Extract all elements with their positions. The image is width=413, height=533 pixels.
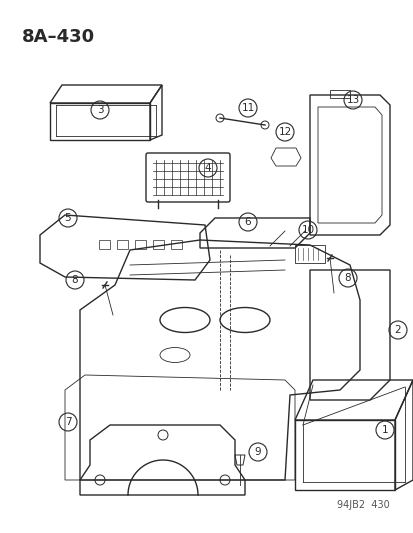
Bar [153,240,164,249]
Text: 8A–430: 8A–430 [22,28,95,46]
Text: 7: 7 [64,417,71,427]
Text: 11: 11 [241,103,254,113]
Text: 9: 9 [254,447,261,457]
Bar [329,90,349,98]
Text: 6: 6 [244,217,251,227]
Text: 3: 3 [97,105,103,115]
Text: 12: 12 [278,127,291,137]
Bar [171,240,182,249]
Text: 94JB2  430: 94JB2 430 [337,500,389,510]
Text: 5: 5 [64,213,71,223]
Text: 2: 2 [394,325,400,335]
Text: 1: 1 [381,425,387,435]
Text: 10: 10 [301,225,314,235]
Bar [117,240,128,249]
Bar [135,240,146,249]
Text: 4: 4 [204,163,211,173]
Text: 8: 8 [71,275,78,285]
Bar [99,240,110,249]
Text: 13: 13 [346,95,359,105]
Text: 8: 8 [344,273,351,283]
Bar [294,245,324,263]
